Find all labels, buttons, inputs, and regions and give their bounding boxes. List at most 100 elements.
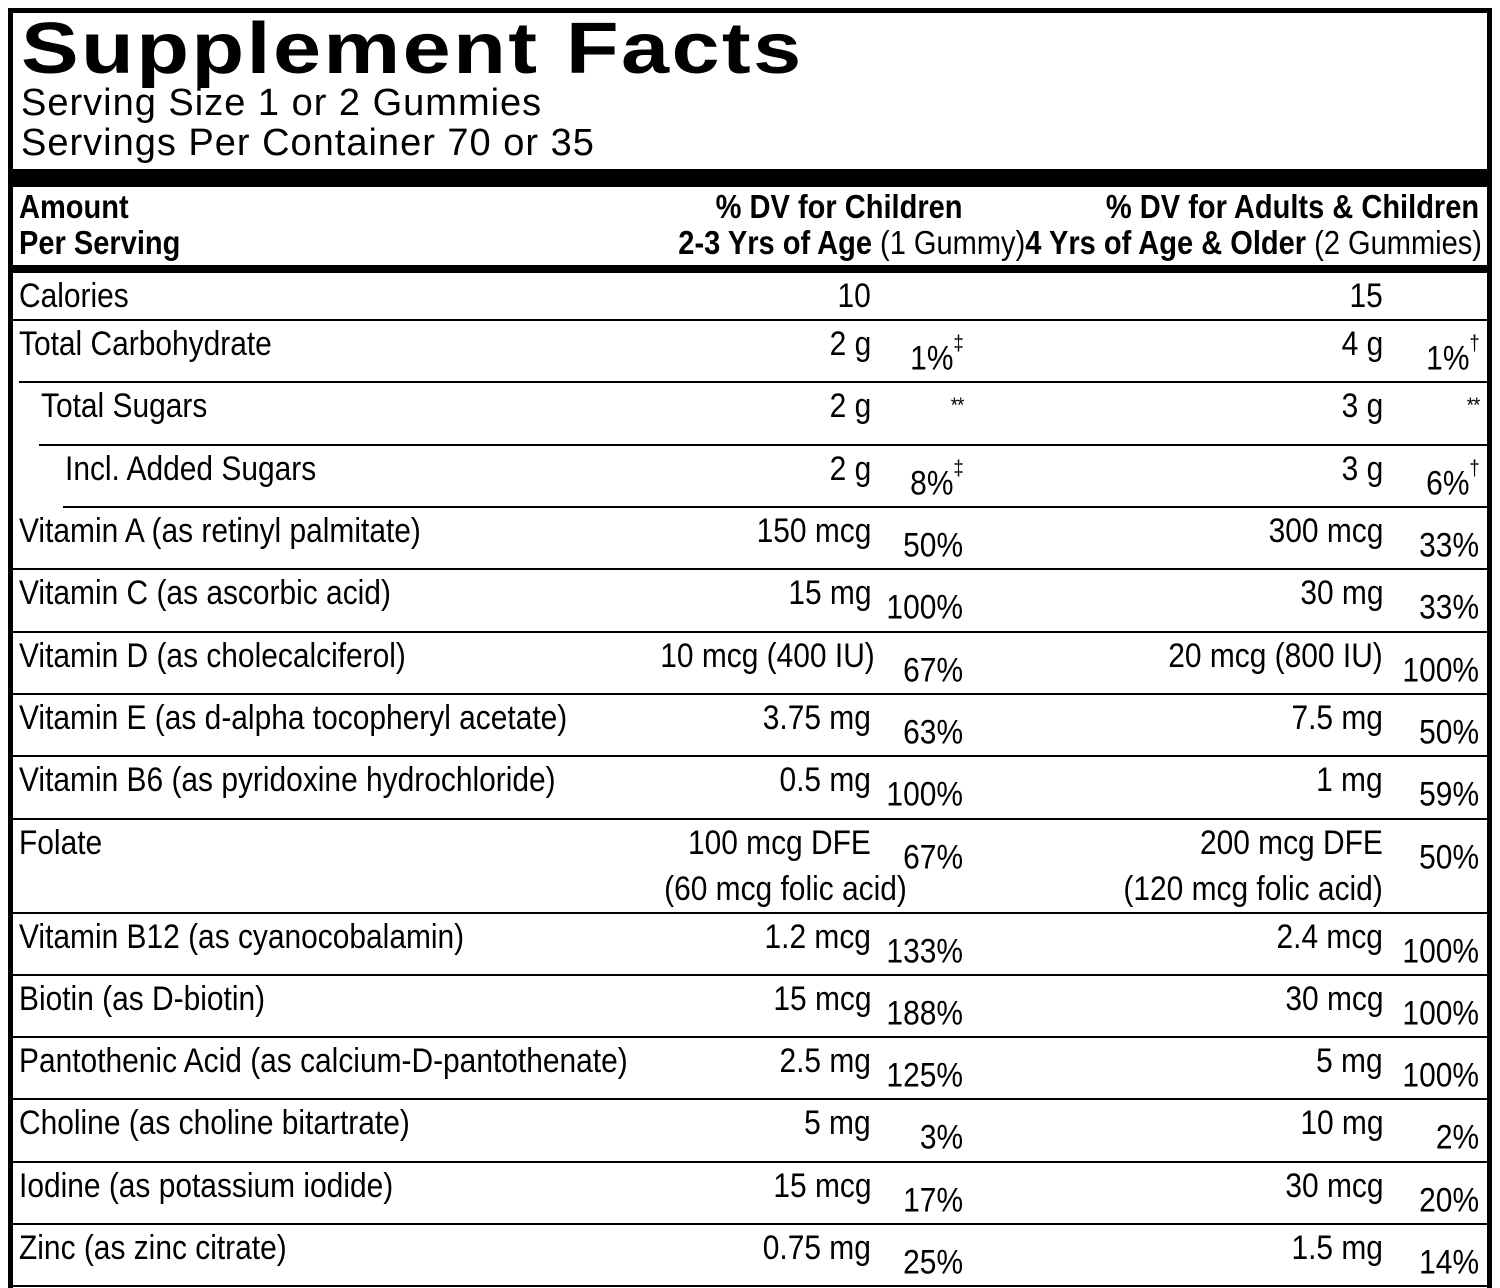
row-divider — [13, 630, 1487, 633]
adults-dv: 59% — [1419, 775, 1479, 814]
nutrient-row: Vitamin B6 (as pyridoxine hydrochloride)… — [13, 757, 1487, 817]
adults-amount: 7.5 mg — [1291, 698, 1383, 737]
nutrient-row: Vitamin E (as d-alpha tocopheryl acetate… — [13, 695, 1487, 755]
adults-dv: 1%† — [1426, 332, 1480, 378]
nutrient-table: Calories 10 15 Total Carbohydrate 2 g 1%… — [13, 273, 1487, 1288]
adults-amount: 1.5 mg — [1291, 1229, 1383, 1268]
adults-dv: 20% — [1419, 1181, 1479, 1220]
nutrient-row: Vitamin C (as ascorbic acid) 15 mg 100% … — [13, 570, 1487, 630]
adults-amount: 2.4 mcg — [1276, 917, 1383, 956]
nutrient-row: Incl. Added Sugars 2 g 8%‡ 3 g 6%† — [13, 446, 1487, 506]
children-amount: 2 g — [829, 325, 871, 363]
adults-amount: 3 g — [1341, 387, 1383, 426]
children-amount: 5 mg — [804, 1104, 871, 1143]
adults-amount: 10 mg — [1299, 1104, 1383, 1143]
nutrient-row: Choline (as choline bitartrate) 5 mg 3% … — [13, 1100, 1487, 1160]
children-dv: 67% — [903, 650, 963, 689]
row-divider — [13, 755, 1487, 758]
children-dv: 8%‡ — [910, 456, 964, 502]
children-amount: 3.75 mg — [762, 698, 871, 737]
children-dv: 100% — [886, 588, 963, 627]
children-amount: 15 mcg — [772, 1166, 871, 1205]
adults-dv: 14% — [1419, 1243, 1479, 1282]
children-dv: 1%‡ — [910, 332, 964, 378]
nutrient-row: Iodine (as potassium iodide) 15 mcg 17% … — [13, 1163, 1487, 1223]
amount-per-serving-header: Amount Per Serving — [19, 189, 631, 261]
nutrient-label: Choline (as choline bitartrate) — [19, 1104, 410, 1143]
row-divider — [63, 505, 1487, 508]
children-dv: 50% — [903, 526, 963, 565]
adults-dv: 2% — [1435, 1118, 1479, 1157]
nutrient-row: Total Carbohydrate 2 g 1%‡ 4 g 1%† — [13, 321, 1487, 381]
children-dv: 133% — [886, 931, 963, 970]
children-amount: 1.2 mcg — [764, 917, 871, 956]
adults-amount: 200 mcg DFE (120 mcg folic acid) — [1123, 823, 1383, 908]
children-amount: 0.5 mg — [779, 761, 871, 800]
row-divider — [13, 1098, 1487, 1101]
children-amount: 10 mcg (400 IU) — [660, 636, 875, 675]
adults-amount: 30 mg — [1299, 574, 1383, 613]
nutrient-label: Vitamin C (as ascorbic acid) — [19, 574, 391, 613]
nutrient-label: Pantothenic Acid (as calcium-D-pantothen… — [19, 1042, 628, 1081]
children-dv: 67% — [903, 837, 963, 876]
divider-medium — [13, 265, 1487, 273]
nutrient-label: Vitamin D (as cholecalciferol) — [19, 636, 406, 675]
adults-amount: 4 g — [1341, 325, 1383, 363]
adults-dv: 50% — [1419, 837, 1479, 876]
servings-per-container: Servings Per Container 70 or 35 — [21, 122, 595, 164]
nutrient-row: Zinc (as zinc citrate) 0.75 mg 25% 1.5 m… — [13, 1225, 1487, 1285]
adults-dv: 100% — [1402, 994, 1479, 1033]
adults-amount: 30 mcg — [1284, 979, 1383, 1018]
children-dv: 25% — [903, 1243, 963, 1282]
nutrient-label: Vitamin A (as retinyl palmitate) — [19, 511, 421, 550]
nutrient-row: Pantothenic Acid (as calcium-D-pantothen… — [13, 1038, 1487, 1098]
children-amount: 15 mcg — [772, 979, 871, 1018]
adults-dv: 50% — [1419, 713, 1479, 752]
adults-dv: 100% — [1402, 1056, 1479, 1095]
adults-amount: 5 mg — [1316, 1042, 1383, 1081]
adults-amount: 300 mcg — [1268, 511, 1383, 550]
row-divider — [13, 911, 1487, 914]
adults-dv: 6%† — [1426, 456, 1480, 502]
nutrient-row: Vitamin A (as retinyl palmitate) 150 mcg… — [13, 508, 1487, 568]
adults-dv: ** — [1466, 394, 1480, 418]
row-divider — [39, 443, 1487, 446]
adults-dv: 100% — [1402, 650, 1479, 689]
nutrient-label: Incl. Added Sugars — [65, 449, 317, 488]
children-dv: 3% — [919, 1118, 963, 1157]
row-divider — [13, 1285, 1487, 1288]
nutrient-label: Zinc (as zinc citrate) — [19, 1229, 287, 1268]
children-amount: 2.5 mg — [779, 1042, 871, 1081]
row-divider — [19, 381, 1487, 384]
children-amount: 0.75 mg — [762, 1229, 871, 1268]
children-dv — [871, 273, 963, 319]
adults-amount: 1 mg — [1316, 761, 1383, 800]
nutrient-row: Folate 100 mcg DFE (60 mcg folic acid) 6… — [13, 820, 1487, 912]
divider-thick-top — [13, 169, 1487, 187]
children-amount: 100 mcg DFE (60 mcg folic acid) — [664, 823, 907, 908]
adults-dv: 33% — [1419, 526, 1479, 565]
nutrient-label: Vitamin B6 (as pyridoxine hydrochloride) — [19, 761, 556, 800]
nutrient-row: Calories 10 15 — [13, 273, 1487, 319]
children-dv: 100% — [886, 775, 963, 814]
nutrient-row: Vitamin D (as cholecalciferol) 10 mcg (4… — [13, 633, 1487, 693]
row-divider — [13, 1160, 1487, 1163]
children-amount: 10 — [837, 277, 871, 315]
serving-size: Serving Size 1 or 2 Gummies — [21, 82, 543, 124]
nutrient-label: Vitamin B12 (as cyanocobalamin) — [19, 917, 465, 956]
nutrient-row: Biotin (as D-biotin) 15 mcg 188% 30 mcg … — [13, 976, 1487, 1036]
adults-dv — [1383, 273, 1479, 319]
children-amount: 2 g — [829, 449, 871, 488]
row-divider — [13, 817, 1487, 820]
children-dv: ** — [950, 394, 964, 418]
row-divider — [13, 692, 1487, 695]
nutrient-label: Total Sugars — [41, 387, 208, 426]
amount-header-line1: Amount — [19, 188, 129, 225]
nutrient-label: Folate — [19, 823, 103, 862]
adults-dv-column-header: % DV for Adults & Children 4 Yrs of Age … — [1025, 188, 1482, 261]
table-header: Amount Per Serving % DV for Children 2-3… — [13, 187, 1487, 265]
children-dv: 63% — [903, 713, 963, 752]
adults-amount: 15 — [1349, 277, 1383, 315]
page-title: Supplement Facts — [13, 13, 1487, 85]
children-amount: 15 mg — [787, 574, 871, 613]
